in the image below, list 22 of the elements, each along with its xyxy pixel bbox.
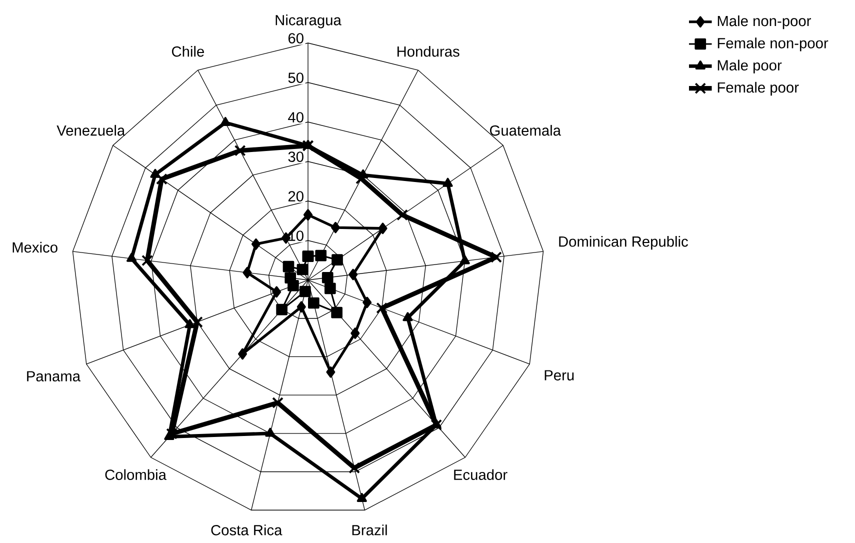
- spoke-label: Colombia: [105, 469, 166, 480]
- spoke-label: Nicaragua: [276, 14, 342, 28]
- spoke-label: Guatemala: [490, 124, 562, 136]
- spoke-label: Chile: [172, 46, 204, 57]
- spoke-label: Mexico: [12, 242, 58, 253]
- y-tick-label: 50: [288, 72, 304, 83]
- y-tick-label: 30: [288, 152, 304, 162]
- legend-label: Female poor: [718, 82, 799, 96]
- spoke-label: Peru: [544, 370, 574, 380]
- y-tick-label: 60: [288, 33, 304, 44]
- spoke-label: Panama: [27, 371, 81, 382]
- y-tick-label: 20: [288, 191, 304, 202]
- spoke-label: Honduras: [397, 46, 460, 57]
- spoke-label: Dominican Republic: [559, 236, 688, 250]
- spoke-label: Ecuador: [454, 469, 508, 480]
- legend-label: Male poor: [718, 60, 782, 74]
- legend-label: Female non-poor: [718, 38, 828, 52]
- y-tick-label: 40: [288, 112, 304, 122]
- spoke-label: Venezuela: [56, 124, 126, 136]
- spoke-label: Brazil: [352, 524, 387, 536]
- legend-label: Male non-poor: [718, 15, 811, 30]
- spoke-label: Costa Rica: [211, 524, 282, 536]
